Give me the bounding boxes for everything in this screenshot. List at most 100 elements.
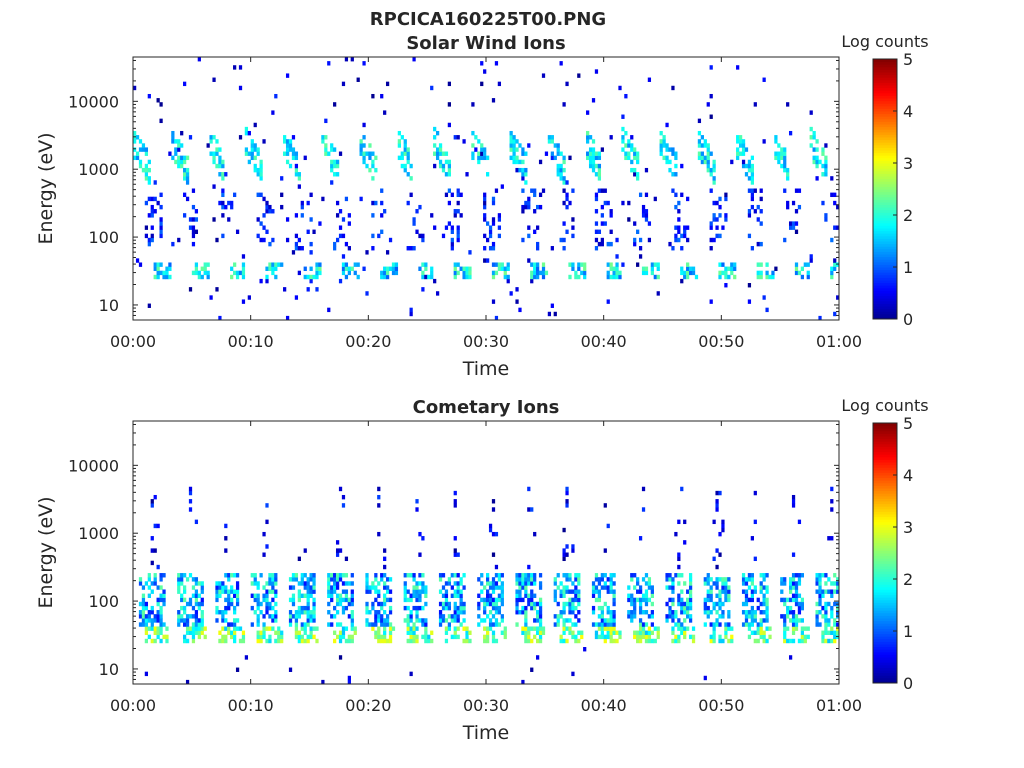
heatmap-cell	[706, 605, 710, 611]
colorbar-segment	[873, 254, 897, 258]
heatmap-cell	[706, 589, 710, 594]
heatmap-cell	[633, 573, 637, 578]
heatmap-cell	[486, 593, 490, 598]
heatmap-cell	[147, 213, 151, 218]
heatmap-cell	[309, 278, 313, 284]
heatmap-cell	[624, 93, 628, 99]
heatmap-cell	[683, 581, 687, 586]
heatmap-cell	[644, 630, 649, 635]
heatmap-cell	[794, 221, 799, 226]
heatmap-cell	[215, 163, 219, 169]
heatmap-cell	[636, 159, 640, 165]
heatmap-cell	[815, 581, 819, 586]
heatmap-cell	[491, 98, 496, 103]
heatmap-cell	[327, 610, 331, 615]
heatmap-cell	[409, 597, 413, 603]
heatmap-cell	[565, 192, 569, 198]
heatmap-cell	[415, 229, 419, 234]
heatmap-cell	[600, 605, 604, 611]
heatmap-cell	[197, 593, 201, 598]
heatmap-cell	[147, 196, 151, 202]
heatmap-cell	[594, 196, 599, 202]
heatmap-cell	[221, 585, 225, 590]
heatmap-cell	[559, 634, 563, 640]
heatmap-cell	[774, 139, 778, 144]
heatmap-cell	[412, 593, 416, 598]
heatmap-cell	[462, 618, 466, 623]
colorbar-segment	[873, 111, 897, 115]
heatmap-cell	[488, 618, 493, 623]
heatmap-cell	[497, 605, 502, 611]
heatmap-cell	[744, 614, 749, 619]
heatmap-cell	[294, 241, 299, 247]
heatmap-cell	[815, 159, 819, 165]
heatmap-cell	[565, 486, 569, 492]
heatmap-cell	[256, 634, 260, 640]
heatmap-cell	[444, 581, 449, 586]
heatmap-cell	[165, 634, 169, 640]
heatmap-cell	[533, 270, 537, 276]
heatmap-cell	[791, 225, 796, 230]
heatmap-cell	[488, 527, 493, 533]
colorbar-segment	[873, 202, 897, 206]
heatmap-cell	[800, 274, 804, 280]
heatmap-cell	[362, 61, 366, 66]
heatmap-cell	[380, 618, 384, 623]
heatmap-cell	[715, 217, 719, 222]
heatmap-cell	[347, 246, 351, 251]
heatmap-cell	[756, 274, 760, 280]
colorbar-segment	[873, 165, 897, 169]
heatmap-cell	[362, 151, 366, 156]
heatmap-cell	[338, 209, 343, 214]
colorbar-segment	[873, 667, 897, 671]
heatmap-cell	[641, 577, 646, 582]
heatmap-cell	[138, 139, 143, 144]
colorbar-segment	[873, 641, 897, 645]
heatmap-cell	[597, 605, 602, 611]
heatmap-cell	[494, 564, 499, 570]
heatmap-cell	[547, 139, 552, 144]
heatmap-cell	[450, 593, 454, 598]
heatmap-cell	[641, 486, 646, 492]
heatmap-cell	[141, 601, 146, 607]
heatmap-cell	[756, 630, 760, 635]
heatmap-cell	[483, 638, 487, 644]
heatmap-cell	[335, 159, 340, 165]
heatmap-cell	[488, 581, 493, 586]
heatmap-cell	[762, 638, 766, 644]
heatmap-cell	[521, 237, 525, 243]
heatmap-cell	[338, 573, 343, 578]
colorbar-tick-label: 0	[903, 310, 913, 329]
colorbar-segment	[873, 563, 897, 567]
heatmap-cell	[821, 147, 825, 152]
heatmap-cell	[550, 155, 554, 161]
colorbar-segment	[873, 644, 897, 648]
colorbar-segment	[873, 59, 897, 63]
heatmap-cell	[536, 274, 540, 280]
heatmap-cell	[641, 622, 646, 627]
heatmap-cell	[330, 159, 334, 165]
heatmap-cell	[644, 209, 649, 214]
heatmap-cell	[497, 577, 502, 582]
heatmap-cell	[333, 581, 337, 586]
colorbar-segment	[873, 313, 897, 317]
heatmap-cell	[394, 270, 399, 276]
heatmap-cell	[285, 315, 290, 321]
heatmap-cell	[594, 229, 599, 234]
heatmap-cell	[453, 610, 457, 615]
y-tick-label: 1000	[78, 524, 119, 543]
heatmap-cell	[538, 630, 543, 635]
heatmap-cell	[747, 597, 752, 603]
heatmap-cell	[671, 585, 675, 590]
heatmap-cell	[824, 172, 828, 177]
heatmap-cell	[241, 266, 246, 271]
heatmap-cell	[188, 614, 193, 619]
heatmap-cell	[780, 589, 784, 594]
heatmap-cell	[577, 573, 581, 578]
heatmap-cell	[271, 573, 275, 578]
heatmap-cell	[574, 270, 578, 276]
colorbar-segment	[873, 594, 897, 598]
heatmap-cell	[385, 81, 390, 87]
heatmap-cell	[780, 581, 784, 586]
colorbar-segment	[873, 519, 897, 523]
